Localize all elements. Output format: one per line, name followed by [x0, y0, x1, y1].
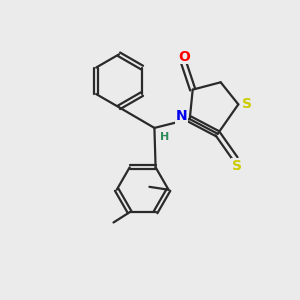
Text: S: S: [232, 159, 242, 173]
Text: S: S: [242, 98, 252, 111]
Text: N: N: [176, 109, 187, 123]
Text: H: H: [160, 132, 169, 142]
Text: O: O: [178, 50, 190, 64]
